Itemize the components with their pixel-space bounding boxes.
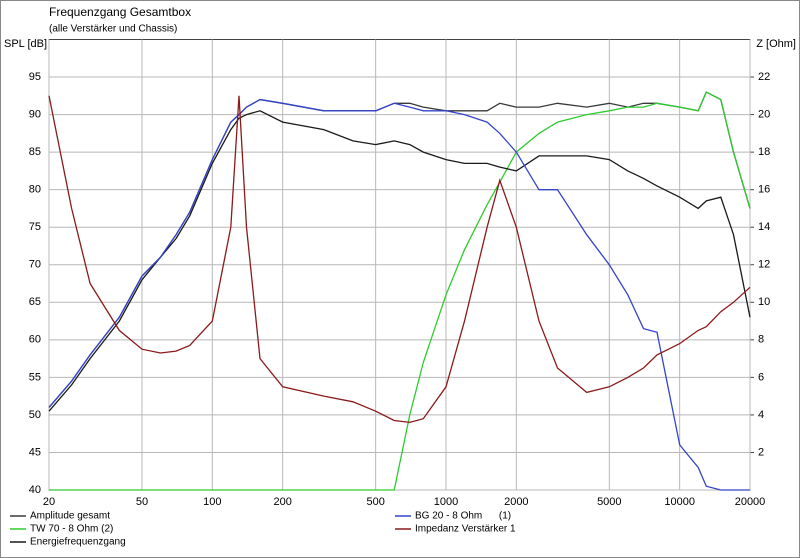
x-tick-label: 500 [366, 496, 384, 508]
series-line [48, 110, 751, 412]
y2-tick-label: 22 [758, 71, 770, 83]
y-axis-label: SPL [dB] [4, 38, 47, 50]
y-tick-label: 60 [29, 334, 41, 346]
y-tick-label: 80 [29, 184, 41, 196]
x-tick-label: 2000 [504, 496, 528, 508]
y2-tick-label: 18 [758, 146, 770, 158]
legend-label: Amplitude gesamt [30, 511, 110, 522]
x-tick-label: 10000 [664, 496, 695, 508]
x-tick-label: 200 [273, 496, 291, 508]
y2-tick-label: 14 [758, 221, 770, 233]
legend-label: TW 70 - 8 Ohm (2) [30, 524, 113, 535]
y-tick-label: 75 [29, 221, 41, 233]
series-line [48, 98, 750, 491]
y2-axis-label: Z [Ohm] [756, 38, 796, 50]
x-tick-label: 50 [136, 496, 148, 508]
legend-label: Impedanz Verstärker 1 [415, 524, 516, 535]
x-tick-label: 1000 [434, 496, 458, 508]
chart-subtitle: (alle Verstärker und Chassis) [49, 24, 177, 35]
y2-tick-label: 10 [758, 296, 770, 308]
y2-tick-label: 20 [758, 108, 770, 120]
chart-title: Frequenzgang Gesamtbox [49, 5, 191, 19]
x-tick-label: 5000 [597, 496, 621, 508]
y-tick-label: 50 [29, 409, 41, 421]
y-tick-label: 90 [29, 108, 41, 120]
y-tick-label: 95 [29, 71, 41, 83]
x-tick-label: 20000 [735, 496, 766, 508]
y2-tick-label: 4 [758, 409, 764, 421]
x-tick-label: 100 [203, 496, 221, 508]
y-tick-label: 85 [29, 146, 41, 158]
y-tick-label: 55 [29, 371, 41, 383]
x-tick-label: 20 [43, 496, 55, 508]
y-tick-label: 40 [29, 484, 41, 496]
y2-tick-label: 16 [758, 184, 770, 196]
y2-tick-label: 12 [758, 259, 770, 271]
legend-label: Energiefrequenzgang [30, 537, 126, 548]
y-tick-label: 70 [29, 259, 41, 271]
legend-label: BG 20 - 8 Ohm (1) [415, 511, 511, 522]
y2-tick-label: 8 [758, 334, 764, 346]
series-line [49, 91, 751, 491]
y-tick-label: 45 [29, 446, 41, 458]
y-tick-label: 65 [29, 296, 41, 308]
y2-tick-label: 2 [758, 446, 764, 458]
series-line [48, 95, 751, 424]
y2-tick-label: 6 [758, 371, 764, 383]
